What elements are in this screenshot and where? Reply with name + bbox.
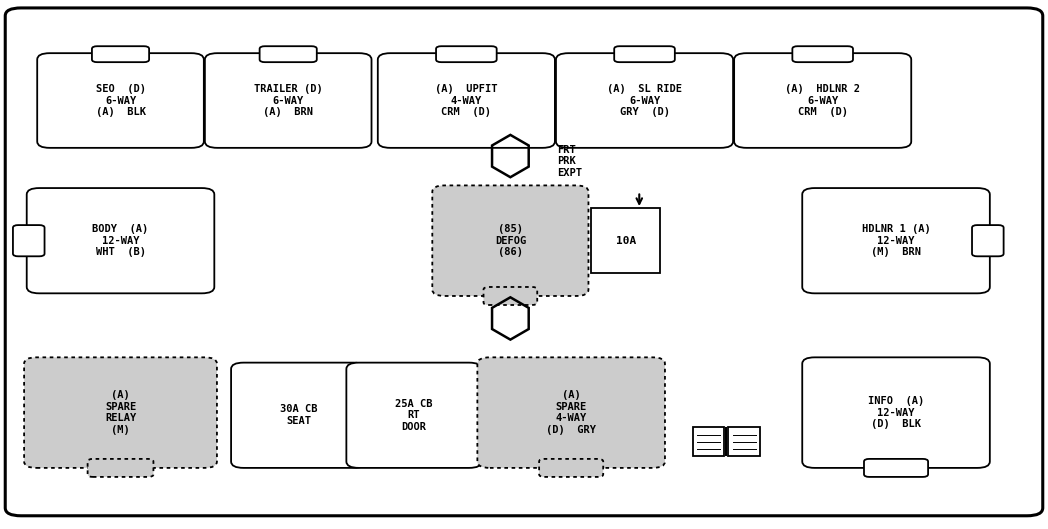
Text: 25A CB
RT
DOOR: 25A CB RT DOOR — [395, 399, 433, 432]
FancyBboxPatch shape — [734, 53, 911, 148]
FancyBboxPatch shape — [205, 53, 371, 148]
FancyBboxPatch shape — [802, 358, 989, 468]
FancyBboxPatch shape — [27, 188, 214, 293]
Text: (A)  HDLNR 2
6-WAY
CRM  (D): (A) HDLNR 2 6-WAY CRM (D) — [785, 84, 860, 117]
FancyBboxPatch shape — [88, 459, 153, 477]
FancyBboxPatch shape — [92, 46, 149, 62]
Text: BODY  (A)
12-WAY
WHT  (B): BODY (A) 12-WAY WHT (B) — [92, 224, 149, 257]
Text: (A)
SPARE
RELAY
(M): (A) SPARE RELAY (M) — [105, 390, 136, 435]
FancyBboxPatch shape — [231, 363, 366, 468]
Text: SEO  (D)
6-WAY
(A)  BLK: SEO (D) 6-WAY (A) BLK — [95, 84, 146, 117]
FancyBboxPatch shape — [591, 208, 660, 273]
Text: FRT
PRK
EXPT: FRT PRK EXPT — [558, 145, 583, 178]
FancyBboxPatch shape — [38, 53, 203, 148]
Text: INFO  (A)
12-WAY
(D)  BLK: INFO (A) 12-WAY (D) BLK — [868, 396, 924, 429]
Text: HDLNR 1 (A)
12-WAY
(M)  BRN: HDLNR 1 (A) 12-WAY (M) BRN — [861, 224, 931, 257]
FancyBboxPatch shape — [555, 53, 734, 148]
FancyBboxPatch shape — [864, 459, 929, 477]
Text: (A)  UPFIT
4-WAY
CRM  (D): (A) UPFIT 4-WAY CRM (D) — [435, 84, 498, 117]
Text: TRAILER (D)
6-WAY
(A)  BRN: TRAILER (D) 6-WAY (A) BRN — [254, 84, 323, 117]
FancyBboxPatch shape — [377, 53, 555, 148]
FancyBboxPatch shape — [13, 225, 45, 256]
FancyBboxPatch shape — [802, 188, 989, 293]
FancyBboxPatch shape — [539, 459, 604, 477]
FancyBboxPatch shape — [436, 46, 497, 62]
FancyBboxPatch shape — [728, 427, 760, 456]
Text: (85)
DEFOG
(86): (85) DEFOG (86) — [495, 224, 526, 257]
Text: (A)
SPARE
4-WAY
(D)  GRY: (A) SPARE 4-WAY (D) GRY — [546, 390, 596, 435]
FancyBboxPatch shape — [614, 46, 675, 62]
FancyBboxPatch shape — [260, 46, 316, 62]
FancyBboxPatch shape — [792, 46, 853, 62]
FancyBboxPatch shape — [5, 8, 1043, 516]
FancyBboxPatch shape — [973, 225, 1004, 256]
Text: (A)  SL RIDE
6-WAY
GRY  (D): (A) SL RIDE 6-WAY GRY (D) — [607, 84, 682, 117]
FancyBboxPatch shape — [478, 358, 664, 468]
FancyBboxPatch shape — [693, 427, 724, 456]
FancyBboxPatch shape — [24, 358, 217, 468]
FancyBboxPatch shape — [432, 186, 589, 296]
FancyBboxPatch shape — [346, 363, 482, 468]
Text: 10A: 10A — [615, 236, 636, 245]
FancyBboxPatch shape — [483, 287, 538, 305]
Text: 30A CB
SEAT: 30A CB SEAT — [280, 405, 318, 426]
